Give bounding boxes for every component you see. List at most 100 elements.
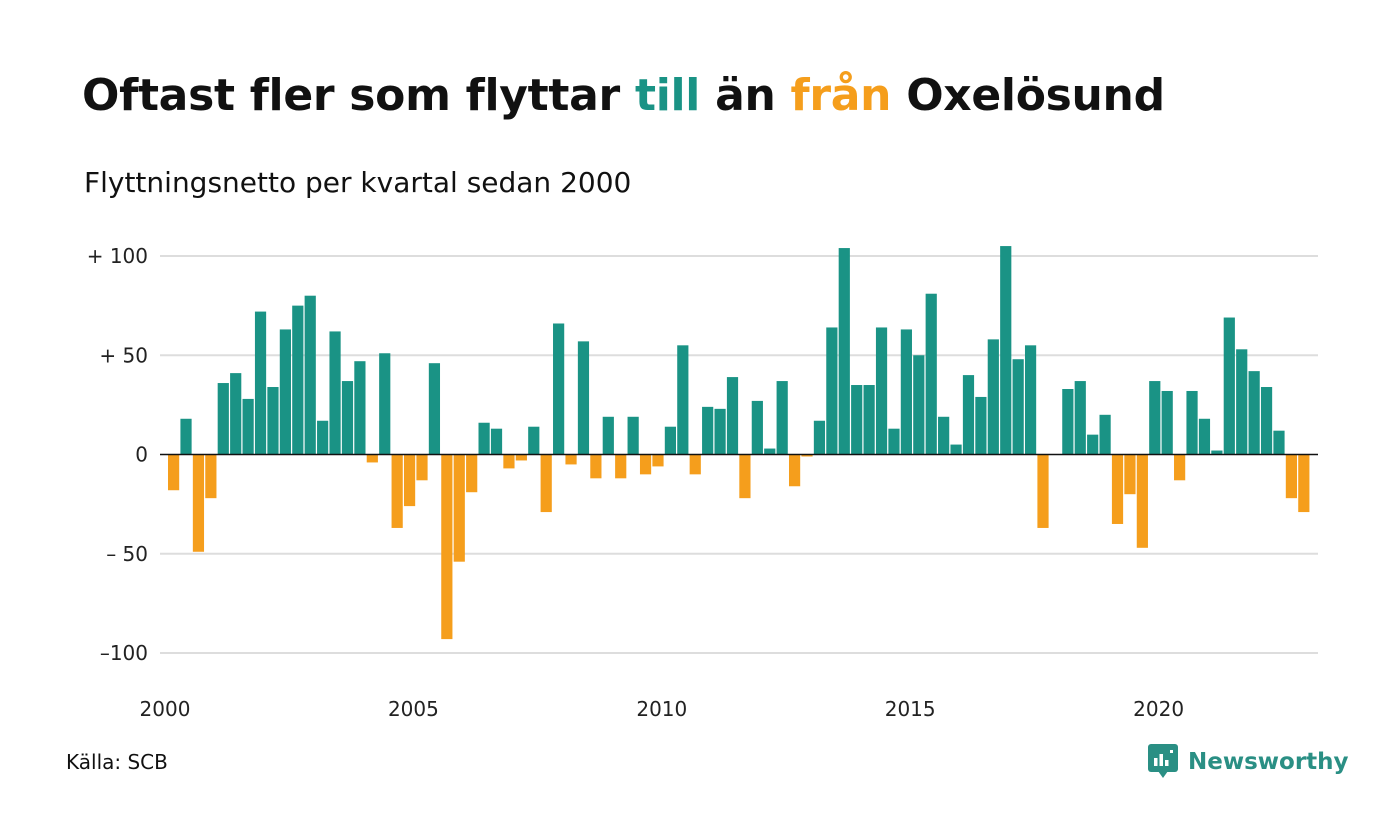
bar-2011-k2 [726,377,739,455]
bar-2017-k1 [1012,359,1024,455]
bar-2018-k2 [1074,381,1086,455]
bar-2020-k3 [1186,390,1198,455]
bar-2021-k4 [1248,371,1260,455]
bar-2005-k4 [453,454,465,562]
bar-2012-k2 [776,381,788,455]
bar-2014-k2 [875,327,888,455]
bar-2007-k3 [540,454,552,513]
title-fran-highlight: från [790,70,892,121]
bar-2019-k2 [1124,454,1136,495]
bar-2007-k2 [528,426,540,455]
bar-2014-k4 [900,329,912,455]
y-tick-label: – 50 [106,542,148,566]
bar-2015-k2 [925,293,937,455]
bar-2018-k3 [1087,434,1099,455]
brand-name: Newsworthy [1188,749,1349,775]
x-tick-label: 2020 [1133,697,1184,721]
bar-2010-k4 [702,406,714,455]
chart-title: Oftast fler som flyttar till än från Oxe… [82,70,1165,121]
bar-2005-k1 [416,454,428,481]
bar-2006-k3 [490,428,503,455]
bar-2018-k1 [1062,389,1074,455]
bar-2007-k1 [515,454,527,461]
bar-2003-k2 [329,331,341,455]
bar-2021-k2 [1223,317,1235,455]
bar-2013-k4 [851,385,863,455]
bar-2018-k4 [1099,414,1111,455]
bar-2008-k1 [565,454,577,465]
bar-2001-k1 [217,383,229,455]
bar-2021-k3 [1236,349,1248,455]
x-axis-ticks: 2000 2005 2010 2015 2020 [140,697,1185,721]
bar-2015-k1 [913,355,925,455]
bar-2000-k3 [192,454,205,552]
y-tick-label: + 50 [99,343,148,367]
bar-2012-k4 [801,454,813,457]
bar-2010-k2 [677,345,689,455]
bar-2005-k2 [428,363,441,455]
bar-2001-k2 [230,373,242,455]
bar-2007-k4 [553,323,565,455]
bar-2013-k3 [838,248,850,455]
bar-2003-k1 [317,420,329,455]
bar-2017-k3 [1037,454,1049,528]
bar-2011-k4 [751,400,763,455]
bar-2003-k4 [354,361,366,455]
bars [168,246,1310,640]
bar-2017-k2 [1024,345,1037,455]
bar-2022-k2 [1273,430,1285,455]
bar-2004-k1 [366,454,378,463]
bar-2004-k4 [403,454,416,507]
bar-2012-k1 [764,448,776,455]
bar-2021-k1 [1211,450,1223,455]
bar-2000-k2 [180,418,192,455]
title-part-3: Oxelösund [891,70,1165,121]
bar-2000-k4 [205,454,217,499]
bar-2020-k1 [1161,390,1173,455]
bar-2006-k4 [503,454,515,469]
x-tick-label: 2005 [388,697,439,721]
y-tick-label: –100 [100,641,148,665]
bar-2002-k4 [304,295,316,455]
bar-2010-k1 [664,426,676,455]
bar-2003-k3 [341,381,354,455]
x-tick-label: 2015 [885,697,936,721]
newsworthy-chart-bubble-icon [1148,744,1178,778]
bar-2019-k1 [1111,454,1124,524]
bar-2008-k4 [602,416,614,455]
bar-2009-k4 [652,454,664,467]
y-axis-ticks: + 100 + 50 0 – 50 –100 [87,244,148,665]
bar-2009-k2 [627,416,639,455]
bar-2000-k1 [168,454,180,491]
bar-2016-k1 [962,375,975,455]
x-tick-label: 2010 [636,697,687,721]
bar-2001-k3 [242,398,254,455]
bar-2015-k4 [950,444,962,455]
newsworthy-logo[interactable]: Newsworthy [1148,744,1349,780]
bar-2001-k4 [254,311,267,455]
y-tick-label: 0 [135,443,148,467]
bar-2020-k2 [1174,454,1186,481]
bar-2016-k2 [975,396,987,455]
bar-2022-k3 [1285,454,1297,499]
bar-2020-k4 [1198,418,1211,455]
bar-2006-k1 [466,454,478,493]
bar-2016-k4 [1000,246,1012,455]
bar-2004-k3 [391,454,403,528]
bar-2002-k3 [292,305,304,455]
source-label: Källa: SCB [66,750,168,774]
bar-2019-k4 [1149,381,1161,455]
bar-2011-k1 [714,408,726,455]
bar-2015-k3 [938,416,950,455]
x-tick-label: 2000 [140,697,191,721]
bar-2002-k1 [267,387,279,455]
bar-2022-k1 [1260,387,1273,455]
title-part-1: Oftast fler som flyttar [82,70,635,121]
bar-2019-k3 [1136,454,1148,548]
bar-2013-k2 [826,327,838,455]
bar-2004-k2 [379,353,391,455]
bar-2008-k3 [590,454,602,479]
title-part-2: än [700,70,791,121]
bar-2010-k3 [689,454,701,475]
bar-2005-k3 [441,454,453,640]
